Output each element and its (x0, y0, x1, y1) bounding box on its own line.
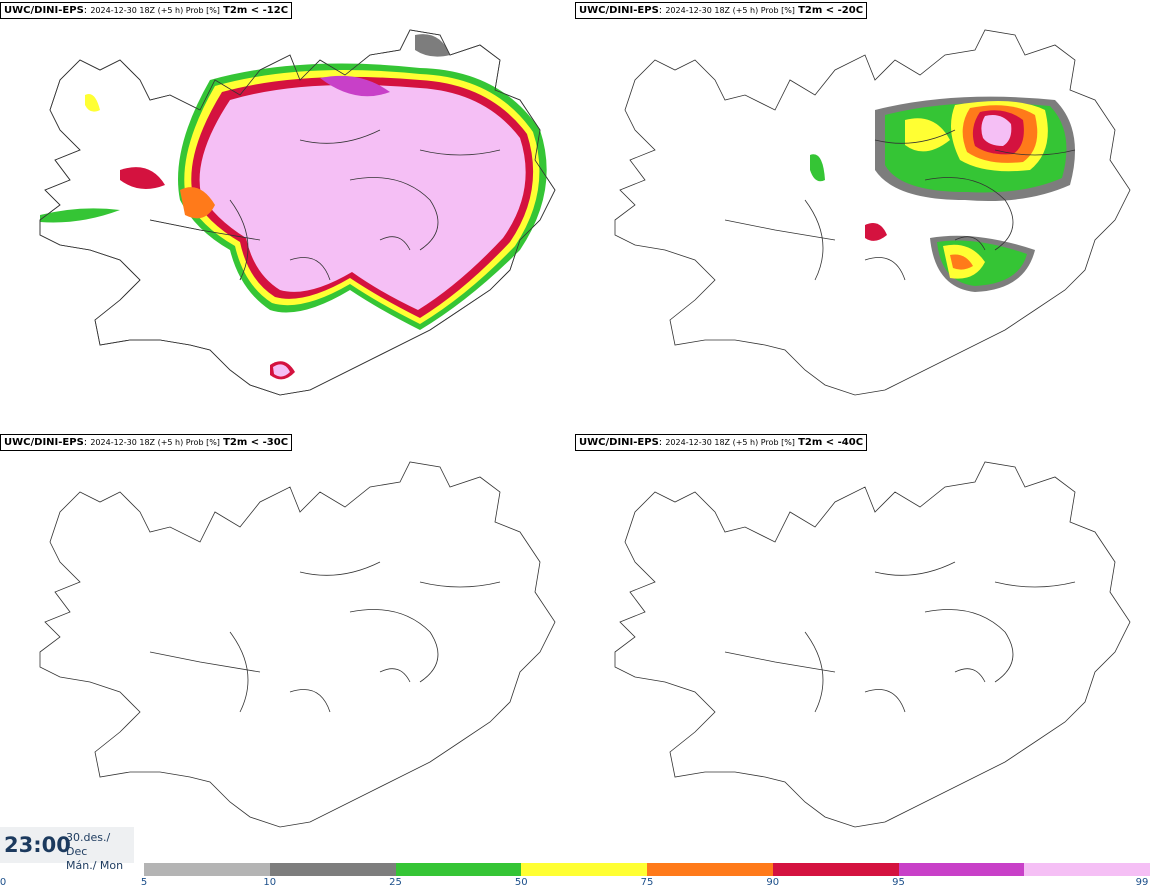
colorbar-tick-label: 99 (1135, 877, 1149, 888)
colorbar-segment (144, 863, 270, 876)
colorbar-tick-label: 50 (514, 877, 528, 888)
panel-title: UWC/DINI-EPS: 2024-12-30 18Z (+5 h) Prob… (575, 2, 868, 19)
map-panel-minus-30: UWC/DINI-EPS: 2024-12-30 18Z (+5 h) Prob… (0, 432, 575, 864)
iceland-map-minus-40 (614, 461, 1131, 828)
map-panel-minus-12: UWC/DINI-EPS: 2024-12-30 18Z (+5 h) Prob… (0, 0, 575, 432)
colorbar-segment (772, 863, 899, 876)
map-panel-minus-20: UWC/DINI-EPS: 2024-12-30 18Z (+5 h) Prob… (575, 0, 1150, 432)
model-name: UWC/DINI-EPS (579, 5, 659, 16)
colorbar-tick-label: 90 (766, 877, 780, 888)
colorbar-tick-label: 95 (892, 877, 905, 888)
probability-field (810, 96, 1075, 292)
iceland-map-minus-30 (39, 461, 556, 828)
model-name: UWC/DINI-EPS (4, 5, 84, 16)
valid-time-clock: 23:00 (4, 833, 71, 857)
panel-title: UWC/DINI-EPS: 2024-12-30 18Z (+5 h) Prob… (0, 434, 293, 451)
colorbar-tick-label: 0 (0, 877, 7, 888)
probability-field (40, 34, 547, 380)
date-line: 30.des./ Dec (66, 831, 111, 858)
run-info: 2024-12-30 18Z (+5 h) Prob [%] (665, 438, 795, 447)
colorbar-segment (898, 863, 1025, 876)
panel-title: UWC/DINI-EPS: 2024-12-30 18Z (+5 h) Prob… (575, 434, 868, 451)
threshold-label: T2m < -20C (798, 5, 864, 16)
valid-time-date: 30.des./ Dec Mán./ Mon (66, 831, 134, 873)
weekday-line: Mán./ Mon (66, 859, 124, 872)
colorbar-tick-label: 75 (640, 877, 654, 888)
iceland-map-minus-20 (614, 29, 1131, 396)
probability-colorbar (144, 863, 1150, 876)
colorbar-segment (521, 863, 647, 876)
colorbar-tick-label: 10 (263, 877, 277, 888)
colorbar-segment (395, 863, 522, 876)
colorbar-segment (269, 863, 396, 876)
model-name: UWC/DINI-EPS (579, 437, 659, 448)
threshold-label: T2m < -40C (798, 437, 864, 448)
run-info: 2024-12-30 18Z (+5 h) Prob [%] (90, 6, 220, 15)
map-panel-minus-40: UWC/DINI-EPS: 2024-12-30 18Z (+5 h) Prob… (575, 432, 1150, 864)
valid-time-box: 23:00 30.des./ Dec Mán./ Mon (0, 827, 134, 872)
panel-title: UWC/DINI-EPS: 2024-12-30 18Z (+5 h) Prob… (0, 2, 293, 19)
colorbar-tick-label: 5 (140, 877, 148, 888)
threshold-label: T2m < -12C (223, 5, 289, 16)
iceland-map-minus-12 (39, 29, 556, 396)
run-info: 2024-12-30 18Z (+5 h) Prob [%] (90, 438, 220, 447)
model-name: UWC/DINI-EPS (4, 437, 84, 448)
colorbar-segment (1024, 863, 1150, 876)
colorbar-tick-label: 25 (389, 877, 402, 888)
colorbar-segment (647, 863, 773, 876)
run-info: 2024-12-30 18Z (+5 h) Prob [%] (665, 6, 795, 15)
threshold-label: T2m < -30C (223, 437, 289, 448)
